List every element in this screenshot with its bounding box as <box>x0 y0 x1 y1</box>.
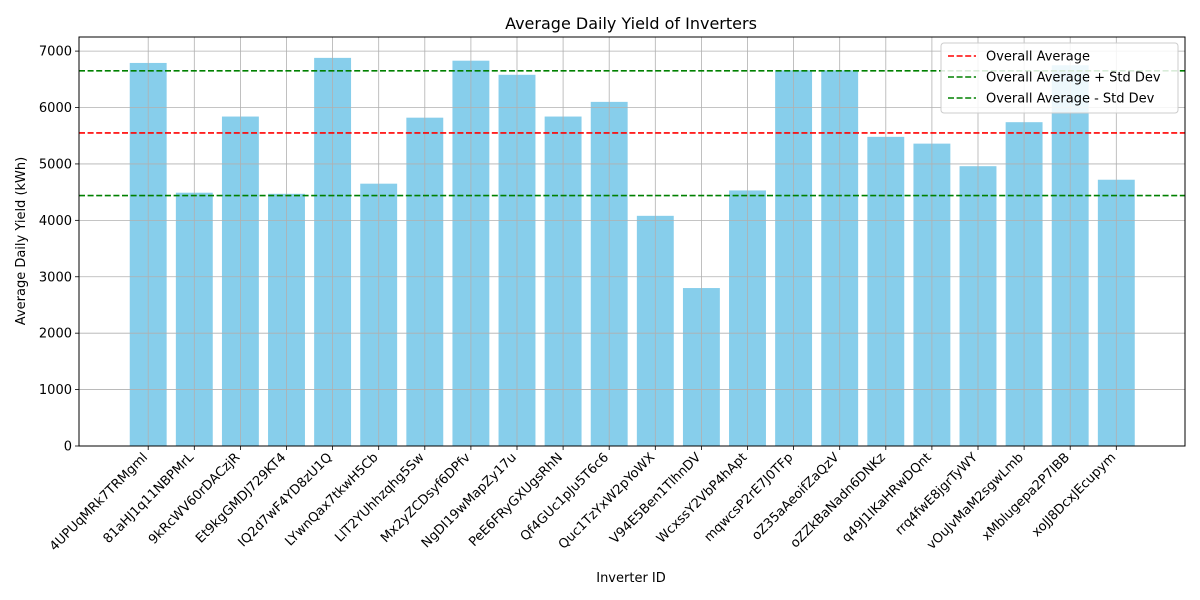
grid <box>79 37 1185 447</box>
x-tick-label-2: 9kRcWV60rDACzjR <box>146 450 243 547</box>
legend-label-2: Overall Average + Std Dev <box>986 71 1161 86</box>
legend-label-3: Overall Average - Std Dev <box>986 92 1155 107</box>
x-tick-label-13: WcxssY2VbP4hApt <box>654 450 750 546</box>
y-axis-ticks: 0 1000 2000 3000 4000 5000 6000 7000 <box>39 45 79 455</box>
x-tick-label-21: xoJJ8DcxJEcupym <box>1029 450 1119 540</box>
chart-title: Average Daily Yield of Inverters <box>505 14 757 33</box>
x-tick-label-6: LlT2YUhhzqhg5Sw <box>332 450 428 546</box>
x-tick-label-15: oZ35aAeoifZaQzV <box>749 450 842 543</box>
y-tick-label-4: 4000 <box>39 214 72 229</box>
y-tick-label-5: 5000 <box>39 157 72 172</box>
legend-box <box>940 42 1179 114</box>
y-tick-label-3: 3000 <box>39 270 72 285</box>
y-tick-label-6: 6000 <box>39 101 72 116</box>
x-axis-label: Inverter ID <box>596 571 666 586</box>
bars <box>129 57 1135 447</box>
plot-frame <box>78 36 1186 447</box>
legend-label-1: Overall Average <box>986 50 1090 65</box>
y-tick-label-0: 0 <box>64 440 72 455</box>
x-tick-label-17: q49J1IKaHRwDQnt <box>839 450 934 545</box>
x-tick-label-12: V94E5Ben1TlhnDV <box>607 450 704 547</box>
y-tick-label-2: 2000 <box>39 327 72 342</box>
x-tick-label-18: rrq4fwE8jgrTyWY <box>893 450 981 538</box>
y-tick-label-7: 7000 <box>39 45 72 60</box>
y-tick-label-1: 1000 <box>39 383 72 398</box>
legend: Overall Average Overall Average + Std Dev… <box>940 42 1179 114</box>
y-axis-label: Average Daily Yield (kWh) <box>14 157 29 325</box>
x-tick-label-14: mqwcsP2rE7J0TFp <box>702 450 797 545</box>
x-tick-label-10: Qf4GUc1pJu5T6c6 <box>518 450 612 544</box>
x-tick-label-1: 81aHJ1q11NBPMrL <box>101 450 198 547</box>
x-tick-label-7: Mx2yZCDsyf6DPfv <box>378 450 474 546</box>
x-axis-ticks: 4UPUqMRk7TRMgml81aHJ1q11NBPMrL9kRcWV60rD… <box>47 446 1119 554</box>
x-tick-label-3: Et9kgGMDJ729KT4 <box>193 450 289 546</box>
x-tick-label-20: xMblugepa2P7IBB <box>979 450 1073 544</box>
